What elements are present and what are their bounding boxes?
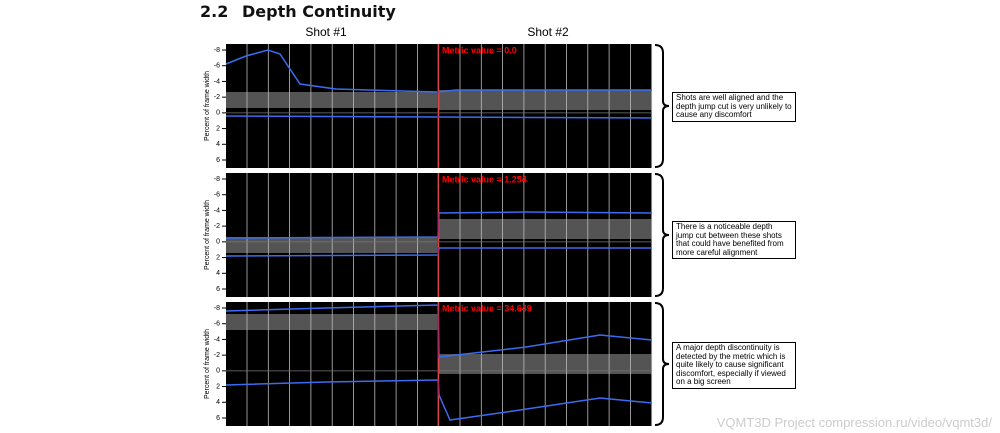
- metric-value: Metric value = 0.0: [442, 45, 517, 55]
- y-tick-label: -4: [214, 78, 220, 85]
- brace: [654, 173, 670, 297]
- y-axis-label: Percent of frame width: [204, 329, 211, 399]
- y-tick-label: 4: [216, 270, 220, 277]
- y-tick-label: 0: [216, 239, 220, 246]
- y-tick-label: -2: [214, 223, 220, 230]
- section-number: 2.2: [200, 2, 229, 21]
- y-axis-label: Percent of frame width: [204, 200, 211, 270]
- bound-line: [225, 379, 653, 421]
- y-tick-label: 2: [216, 125, 220, 132]
- y-tick-label: -8: [214, 47, 220, 54]
- y-axis-label: Percent of frame width: [204, 71, 211, 141]
- y-tick-label: 6: [216, 415, 220, 422]
- y-tick-label: -6: [214, 63, 220, 70]
- watermark: VQMT3D Project compression.ru/video/vqmt…: [716, 415, 992, 430]
- y-tick-label: -4: [214, 207, 220, 214]
- y-tick-label: -2: [214, 352, 220, 359]
- y-tick-label: 6: [216, 286, 220, 293]
- bound-line: [225, 49, 652, 93]
- y-tick-label: 6: [216, 157, 220, 164]
- bound-line: [225, 211, 653, 239]
- y-tick-label: -8: [214, 176, 220, 183]
- y-tick-label: 0: [216, 110, 220, 117]
- y-tick-label: 0: [216, 368, 220, 375]
- y-tick-label: -8: [214, 305, 220, 312]
- y-tick-label: 2: [216, 254, 220, 261]
- bound-line: [225, 304, 653, 358]
- y-tick-label: -4: [214, 336, 220, 343]
- section-title: Depth Continuity: [242, 2, 396, 21]
- y-tick-label: 2: [216, 383, 220, 390]
- y-tick-label: 4: [216, 141, 220, 148]
- y-tick-label: -6: [214, 321, 220, 328]
- metric-value: Metric value = 34.649: [442, 303, 532, 313]
- annotation: Shots are well aligned and the depth jum…: [672, 92, 796, 122]
- annotation: There is a noticeable depth jump cut bet…: [672, 221, 796, 259]
- column-title: Shot #2: [527, 25, 569, 39]
- y-tick-label: -6: [214, 192, 220, 199]
- brace: [654, 302, 670, 426]
- brace: [654, 44, 670, 168]
- annotation: A major depth discontinuity is detected …: [672, 342, 796, 389]
- metric-value: Metric value = 1.254: [442, 174, 527, 184]
- y-tick-label: -2: [214, 94, 220, 101]
- column-title: Shot #1: [305, 25, 347, 39]
- y-tick-label: 4: [216, 399, 220, 406]
